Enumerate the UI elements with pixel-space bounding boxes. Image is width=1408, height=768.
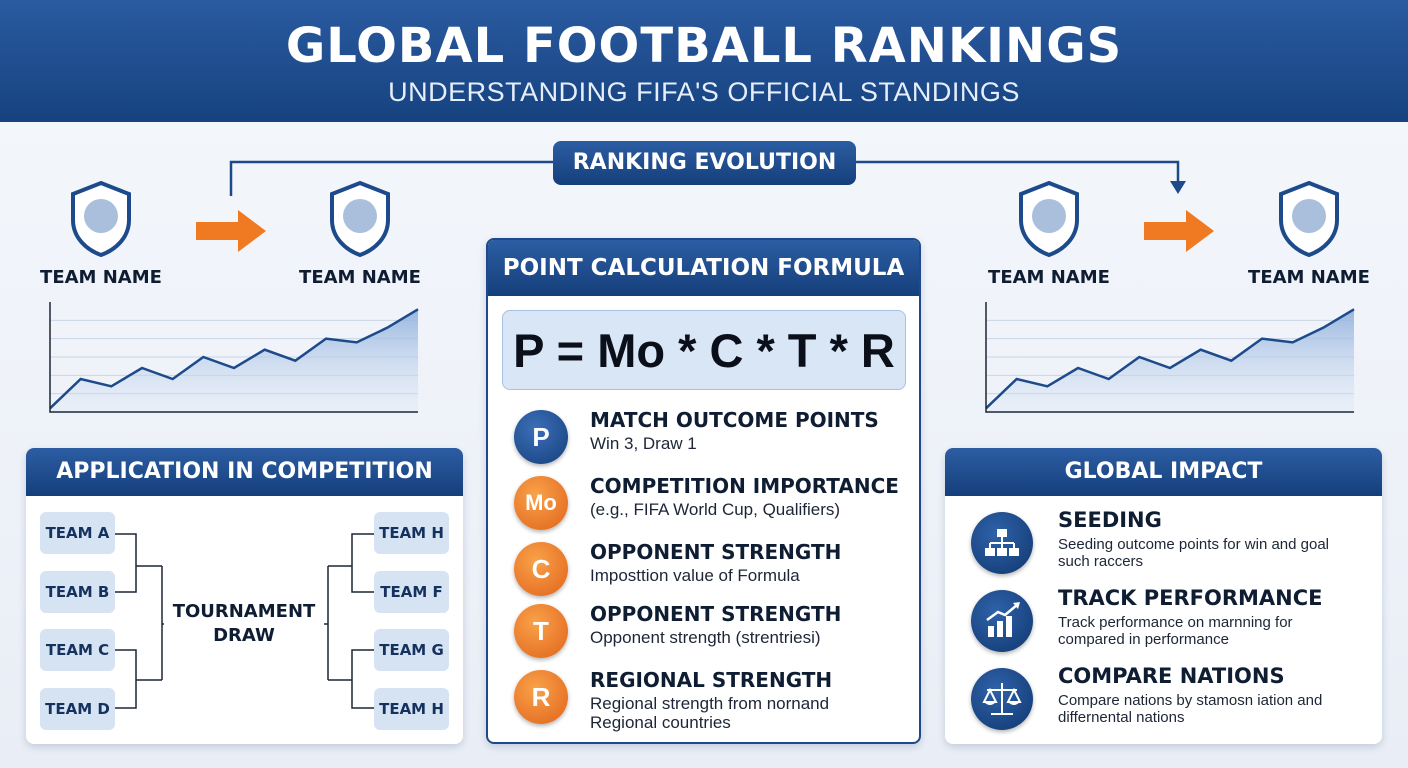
factor-description: Opponent strength (strentriesi) <box>590 628 821 647</box>
team-name: TEAM NAME <box>1248 267 1370 288</box>
ranking-chart-right <box>985 302 1355 413</box>
impact-item-description: Seeding outcome points for win and goal … <box>1058 536 1330 570</box>
factor-description: Imposttion value of Formula <box>590 566 800 585</box>
impact-item-title: COMPARE NATIONS <box>1058 664 1285 688</box>
team-card: TEAM NAME <box>1229 180 1389 288</box>
ranking-evolution-label: RANKING EVOLUTION <box>553 141 856 185</box>
bracket-team: TEAM B <box>40 571 115 613</box>
tournament-draw-label: TOURNAMENT DRAW <box>164 600 324 648</box>
factor-title: COMPETITION IMPORTANCE <box>590 474 899 498</box>
bracket-team: TEAM C <box>40 629 115 671</box>
factor-symbol: Mo <box>514 476 568 530</box>
impact-item-title: SEEDING <box>1058 508 1162 532</box>
team-card: TEAM NAME <box>280 180 440 288</box>
factor-symbol: C <box>514 542 568 596</box>
shield-icon <box>330 180 390 258</box>
bracket-team: TEAM A <box>40 512 115 554</box>
team-card: TEAM NAME <box>21 180 181 288</box>
chart-axis <box>49 302 418 413</box>
formula-equation: P = Mo * C * T * R <box>502 310 906 390</box>
team-name: TEAM NAME <box>40 267 162 288</box>
factor-title: MATCH OUTCOME POINTS <box>590 408 879 432</box>
ranking-chart-left <box>49 302 419 413</box>
factor-symbol: T <box>514 604 568 658</box>
factor-description: (e.g., FIFA World Cup, Qualifiers) <box>590 500 841 519</box>
hierarchy-icon <box>971 512 1033 574</box>
shield-icon <box>71 180 131 258</box>
impact-item-title: TRACK PERFORMANCE <box>1058 586 1323 610</box>
arrow-right-icon <box>1144 210 1214 252</box>
bracket-team: TEAM G <box>374 629 449 671</box>
arrow-right-icon <box>196 210 266 252</box>
bracket-team: TEAM F <box>374 571 449 613</box>
impact-item: SEEDING Seeding outcome points for win a… <box>971 506 1371 576</box>
factor-item: P MATCH OUTCOME POINTS Win 3, Draw 1 <box>514 404 914 470</box>
factor-symbol: R <box>514 670 568 724</box>
page-title: GLOBAL FOOTBALL RANKINGS <box>285 18 1123 74</box>
impact-item: TRACK PERFORMANCE Track performance on m… <box>971 584 1371 654</box>
factor-item: R REGIONAL STRENGTH Regional strength fr… <box>514 664 914 732</box>
bracket-lines <box>115 533 374 709</box>
shield-icon <box>1019 180 1079 258</box>
page-header: GLOBAL FOOTBALL RANKINGS UNDERSTANDING F… <box>0 0 1408 122</box>
chart-axis <box>985 302 1354 413</box>
page-subtitle: UNDERSTANDING FIFA'S OFFICIAL STANDINGS <box>388 77 1020 107</box>
impact-item: COMPARE NATIONS Compare nations by stamo… <box>971 662 1371 732</box>
formula-title: POINT CALCULATION FORMULA <box>488 240 919 296</box>
factor-item: T OPPONENT STRENGTH Opponent strength (s… <box>514 598 914 664</box>
bracket-team: TEAM H <box>374 512 449 554</box>
factor-description: Win 3, Draw 1 <box>590 434 697 453</box>
application-title: APPLICATION IN COMPETITION <box>26 448 463 496</box>
factor-description: Regional strength from nornand Regional … <box>590 694 830 732</box>
team-name: TEAM NAME <box>988 267 1110 288</box>
bar-chart-icon <box>971 590 1033 652</box>
factor-title: OPPONENT STRENGTH <box>590 540 842 564</box>
global-impact-panel: GLOBAL IMPACT SEEDING Seeding outcome po… <box>945 448 1382 744</box>
formula-panel: POINT CALCULATION FORMULA P = Mo * C * T… <box>486 238 921 744</box>
team-card: TEAM NAME <box>969 180 1129 288</box>
factor-title: OPPONENT STRENGTH <box>590 602 842 626</box>
bracket-team: TEAM H <box>374 688 449 730</box>
shield-icon <box>1279 180 1339 258</box>
application-panel: APPLICATION IN COMPETITION TEAM A TEAM B… <box>26 448 463 744</box>
draw-label-line1: TOURNAMENT <box>172 601 316 622</box>
factor-symbol: P <box>514 410 568 464</box>
impact-item-description: Track performance on marnning for compar… <box>1058 614 1293 648</box>
factor-title: REGIONAL STRENGTH <box>590 668 833 692</box>
chart-area-fill <box>986 309 1354 412</box>
team-name: TEAM NAME <box>299 267 421 288</box>
evolution-connector <box>229 160 1186 196</box>
factor-item: C OPPONENT STRENGTH Imposttion value of … <box>514 536 914 602</box>
bracket-team: TEAM D <box>40 688 115 730</box>
scales-icon <box>971 668 1033 730</box>
draw-label-line2: DRAW <box>213 625 275 646</box>
chart-area-fill <box>50 309 418 412</box>
impact-title: GLOBAL IMPACT <box>945 448 1382 496</box>
impact-item-description: Compare nations by stamosn iation and di… <box>1058 692 1323 726</box>
factor-item: Mo COMPETITION IMPORTANCE (e.g., FIFA Wo… <box>514 470 914 536</box>
